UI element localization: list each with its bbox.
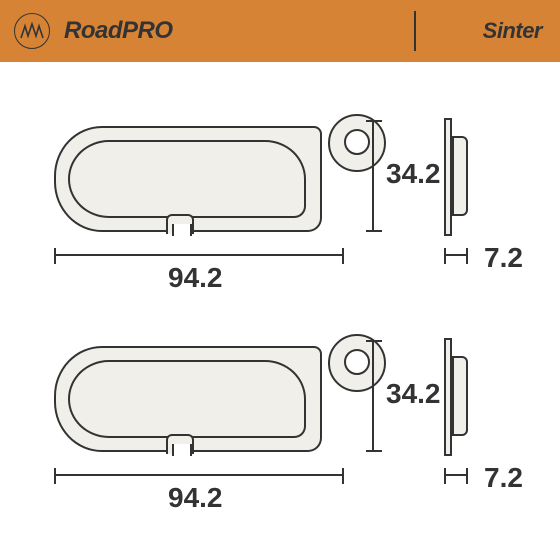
height-label-2: 34.2 — [386, 378, 441, 410]
brake-pad-front-2 — [54, 342, 354, 452]
product-name: Road — [64, 17, 122, 44]
header-left: RoadPRO — [14, 13, 173, 49]
brake-pad-front-1 — [54, 122, 354, 232]
pad-mounting-hole — [344, 129, 370, 155]
pad-notch-cutout — [172, 444, 192, 456]
pad-mounting-hole — [344, 349, 370, 375]
height-bracket-2 — [372, 340, 374, 452]
side-friction — [452, 356, 468, 436]
thick-label-2: 7.2 — [484, 462, 523, 494]
variant-label: Sinter — [483, 18, 542, 44]
width-label-1: 94.2 — [168, 262, 223, 294]
side-friction — [452, 136, 468, 216]
header-divider — [414, 11, 416, 51]
width-label-2: 94.2 — [168, 482, 223, 514]
height-label-1: 34.2 — [386, 158, 441, 190]
thick-bracket-2 — [444, 474, 468, 476]
header-bar: RoadPRO Sinter — [0, 0, 560, 62]
product-line: RoadPRO — [64, 17, 173, 45]
brand-logo — [14, 13, 50, 49]
brake-pad-side-2 — [444, 338, 468, 456]
height-bracket-1 — [372, 120, 374, 232]
pad-notch-cutout — [172, 224, 192, 236]
side-backplate — [444, 338, 452, 456]
thick-label-1: 7.2 — [484, 242, 523, 274]
product-suffix: PRO — [122, 17, 173, 44]
side-backplate — [444, 118, 452, 236]
brake-pad-side-1 — [444, 118, 468, 236]
logo-icon — [19, 22, 45, 40]
diagram-area: 34.2 94.2 7.2 34.2 94.2 7.2 — [0, 62, 560, 560]
pad-friction-surface — [68, 360, 306, 438]
pad-friction-surface — [68, 140, 306, 218]
width-bracket-1 — [54, 254, 344, 256]
thick-bracket-1 — [444, 254, 468, 256]
width-bracket-2 — [54, 474, 344, 476]
